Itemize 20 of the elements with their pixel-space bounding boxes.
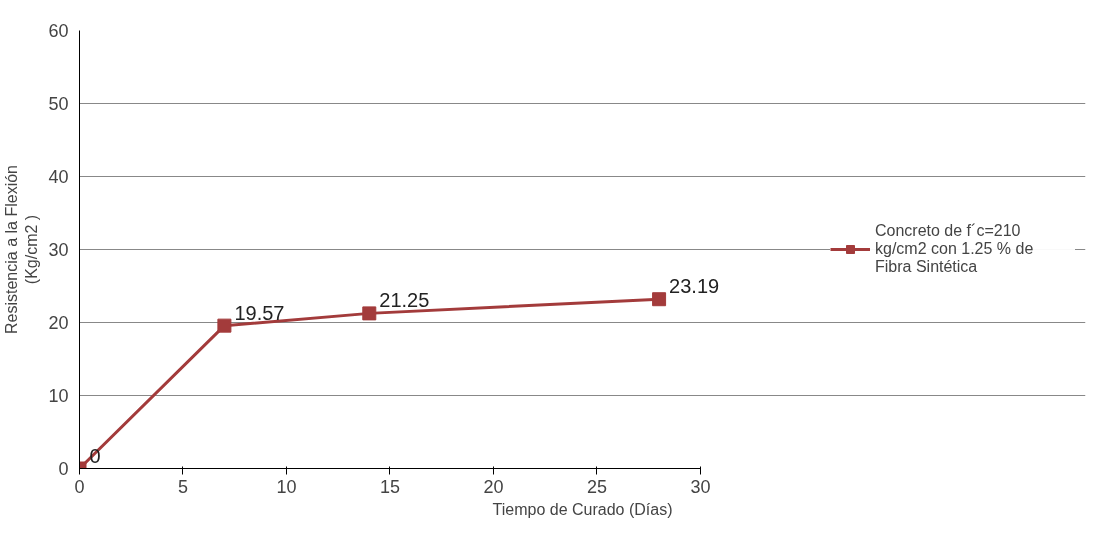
data-label: 19.57 [234,301,285,324]
data-label: 23.19 [669,275,720,298]
x-tick-label: 30 [690,476,711,497]
x-axis-title: Tiempo de Curado (Días) [492,500,673,518]
x-tick-label: 25 [586,476,608,497]
y-tick-label: 50 [48,94,69,114]
data-label: 21.25 [379,289,430,312]
y-tick-label: 0 [58,459,69,479]
x-tick-label: 20 [483,476,504,497]
y-tick-label: 60 [48,21,69,41]
x-tick-label: 5 [177,476,189,497]
x-tick-label: 0 [74,476,85,497]
x-tick-label: 15 [379,476,401,497]
legend-label: Concreto de f´c=210 kg/cm2 con 1.25 % de Fibra Sintética [875,222,1035,276]
y-tick-label: 40 [48,167,69,187]
y-axis-title: Resistencia a la Flexión (Kg/cm2 ) [3,165,41,334]
y-tick-label: 20 [48,313,69,333]
y-tick-label: 30 [48,240,69,260]
y-tick-label: 10 [48,386,69,406]
x-tick-label: 10 [276,476,297,497]
